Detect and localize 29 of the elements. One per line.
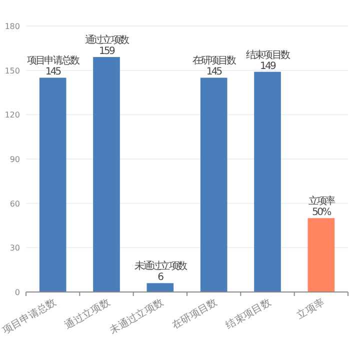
data-label: 6 — [158, 272, 164, 284]
y-tick-label: 30 — [10, 244, 20, 253]
category-label: 在研项目数 — [192, 56, 236, 67]
x-tick-label: 结束项目数 — [224, 296, 273, 332]
category-label: 立项率 — [308, 196, 334, 208]
data-label: 50% — [312, 207, 332, 218]
y-tick-label: 60 — [10, 199, 20, 208]
bar — [254, 72, 281, 292]
bar — [39, 78, 66, 292]
category-label: 未通过立项数 — [134, 261, 186, 272]
bar — [93, 57, 120, 292]
data-label: 145 — [45, 66, 62, 78]
y-tick-label: 0 — [14, 288, 20, 297]
bar — [200, 78, 228, 292]
bar — [308, 218, 335, 292]
data-label: 149 — [260, 60, 276, 72]
category-label: 结束项目数 — [246, 50, 290, 61]
x-tick-label: 项目申请总数 — [0, 296, 58, 337]
bar — [146, 283, 174, 292]
y-tick-label: 120 — [4, 110, 20, 120]
data-label: 159 — [99, 46, 115, 58]
x-tick-label: 在研项目数 — [170, 296, 220, 332]
y-tick-label: 180 — [4, 22, 20, 31]
x-tick-label: 立项率 — [294, 296, 327, 322]
data-label: 145 — [206, 66, 222, 78]
category-label: 项目申请总数 — [27, 56, 79, 67]
y-tick-label: 90 — [10, 155, 20, 164]
y-tick-label: 150 — [4, 66, 20, 76]
category-label: 通过立项数 — [84, 35, 128, 46]
